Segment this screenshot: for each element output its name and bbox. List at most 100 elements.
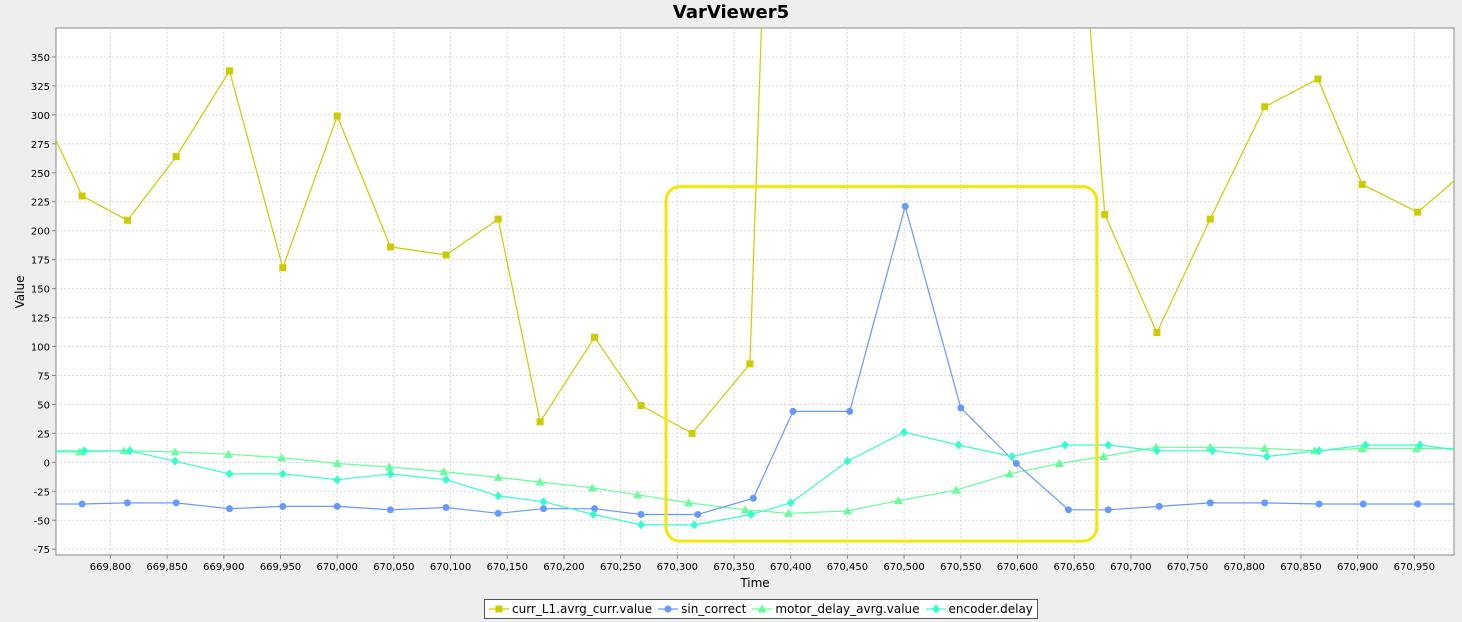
legend-marker [931, 604, 940, 614]
data-point [1361, 440, 1370, 450]
x-tick-label: 670,250 [600, 562, 641, 573]
x-tick-label: 670,500 [883, 562, 924, 573]
data-point [225, 505, 233, 513]
data-point [587, 483, 597, 492]
data-point [1414, 208, 1422, 216]
y-tick-label: -50 [34, 516, 50, 527]
data-point [954, 440, 963, 450]
series-sin-correct [56, 202, 1454, 518]
data-point [637, 510, 645, 518]
y-tick-label: 100 [31, 343, 50, 354]
x-tick-label: 670,700 [1110, 562, 1151, 573]
legend-label: motor_delay_avrg.value [775, 602, 920, 616]
data-point [900, 427, 909, 437]
data-point [78, 192, 86, 200]
data-point [1414, 500, 1422, 508]
data-point [1005, 469, 1015, 478]
x-tick-label: 670,400 [770, 562, 811, 573]
y-tick-label: 225 [31, 198, 50, 209]
data-point [539, 497, 548, 507]
data-point [494, 491, 503, 501]
data-point [637, 402, 645, 410]
data-point [747, 509, 756, 519]
data-point [384, 462, 394, 471]
data-point [786, 498, 795, 508]
highlight-box [664, 185, 1099, 543]
y-tick-label: 175 [31, 256, 50, 267]
data-point [1104, 440, 1113, 450]
data-point [493, 472, 503, 481]
y-tick-label: 25 [37, 429, 50, 440]
y-tick-label: -75 [34, 545, 50, 556]
data-point [690, 520, 699, 530]
data-point [1262, 452, 1271, 462]
y-tick-label: 50 [37, 400, 50, 411]
y-tick-label: -25 [34, 487, 50, 498]
data-point [494, 509, 502, 517]
data-point [843, 456, 852, 466]
data-point [1206, 499, 1214, 507]
x-axis-label: Time [739, 576, 769, 590]
data-point [1007, 452, 1016, 462]
series-layer [56, 28, 1454, 530]
data-point [1358, 180, 1366, 188]
data-point [1261, 103, 1269, 111]
data-point [332, 458, 342, 467]
x-tick-label: 670,350 [713, 562, 754, 573]
y-tick-label: 350 [31, 53, 50, 64]
legend-marker [495, 605, 503, 613]
legend-item: sin_correct [658, 602, 746, 616]
legend-item: motor_delay_avrg.value [752, 602, 920, 616]
data-point [684, 498, 694, 507]
data-point [279, 502, 287, 510]
data-point [749, 494, 757, 502]
chart-title: VarViewer5 [672, 2, 790, 23]
legend-swatch [489, 605, 509, 613]
series-curr-l1-avrg-curr-value [56, 28, 1454, 437]
plot-background [55, 27, 1455, 556]
data-point [223, 449, 233, 458]
y-axis: -75 -50 -25 0 25 50 75 100 125 150 175 200 225 250 275… [31, 53, 56, 556]
data-point [1359, 500, 1367, 508]
legend-marker [664, 605, 672, 613]
data-point [957, 404, 965, 412]
x-tick-label: 670,900 [1337, 562, 1378, 573]
data-point [694, 510, 702, 518]
x-tick-label: 670,300 [657, 562, 698, 573]
legend-label: sin_correct [681, 602, 747, 616]
data-point [494, 215, 502, 223]
x-tick-label: 670,650 [1053, 562, 1094, 573]
x-tick-label: 669,950 [260, 562, 301, 573]
data-point [1012, 459, 1020, 467]
data-point [442, 475, 451, 485]
data-point [1152, 446, 1161, 456]
data-point [75, 447, 85, 456]
x-tick-label: 670,100 [430, 562, 471, 573]
data-point [333, 475, 342, 485]
data-point [846, 407, 854, 415]
y-tick-label: 75 [37, 371, 50, 382]
data-point [1315, 500, 1323, 508]
x-tick-label: 670,000 [317, 562, 358, 573]
x-tick-label: 670,750 [1167, 562, 1208, 573]
data-point [591, 505, 599, 513]
data-point [171, 456, 180, 466]
y-tick-label: 250 [31, 169, 50, 180]
data-point [536, 418, 544, 426]
y-tick-label: 275 [31, 140, 50, 151]
data-point [1155, 502, 1163, 510]
data-point [1208, 446, 1217, 456]
data-point [123, 216, 131, 224]
legend-item: curr_L1.avrg_curr.value [489, 602, 652, 616]
legend-swatch [658, 605, 679, 613]
y-tick-label: 325 [31, 82, 50, 93]
data-point [893, 496, 903, 505]
y-tick-label: 300 [31, 111, 50, 122]
data-point [901, 202, 909, 210]
data-point [951, 485, 961, 494]
data-point [591, 333, 599, 341]
legend-label: curr_L1.avrg_curr.value [512, 602, 653, 616]
data-point [1314, 75, 1322, 83]
data-point [1104, 506, 1112, 514]
